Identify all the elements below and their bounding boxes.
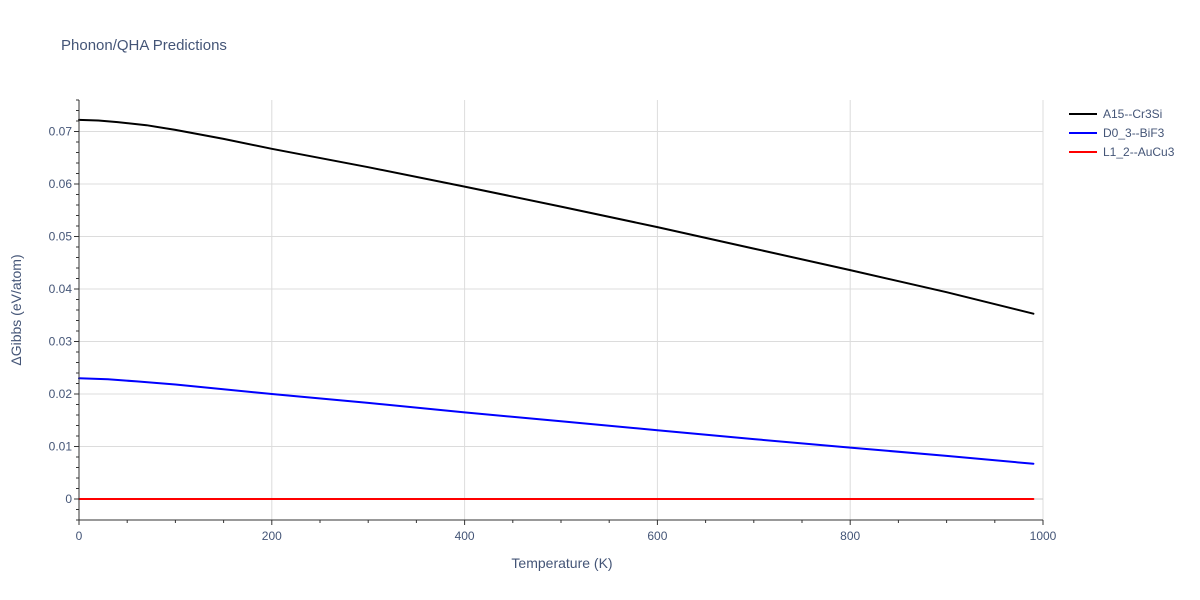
x-tick-label: 600 (647, 529, 667, 543)
legend-label: L1_2--AuCu3 (1103, 145, 1175, 159)
chart-title: Phonon/QHA Predictions (61, 37, 227, 54)
y-axis-title: ΔGibbs (eV/atom) (8, 254, 24, 365)
plot-area (78, 118, 1035, 500)
y-tick-label: 0.06 (49, 177, 73, 191)
y-tick-label: 0.05 (49, 230, 73, 244)
series-line-0 (78, 118, 1035, 315)
y-tick-label: 0.03 (49, 335, 73, 349)
axes: 0 200 400 600 800 1000 0 0.01 0.02 0.03 0.04 0.05 0.… (49, 99, 1057, 543)
legend-label: D0_3--BiF3 (1103, 126, 1165, 140)
x-tick-label: 800 (840, 529, 860, 543)
y-tick-label: 0.02 (49, 387, 73, 401)
x-tick-label: 200 (262, 529, 282, 543)
y-tick-label: 0.07 (49, 125, 73, 139)
grid-lines (79, 100, 1044, 520)
x-axis-title: Temperature (K) (511, 555, 612, 571)
legend: A15--Cr3Si D0_3--BiF3 L1_2--AuCu3 (1069, 107, 1175, 159)
x-tick-label: 400 (455, 529, 475, 543)
x-tick-label: 0 (76, 529, 83, 543)
y-tick-label: 0 (65, 492, 72, 506)
legend-label: A15--Cr3Si (1103, 107, 1162, 121)
series-line-1 (78, 377, 1035, 465)
y-tick-label: 0.04 (49, 282, 73, 296)
y-tick-label: 0.01 (49, 440, 73, 454)
x-tick-label: 1000 (1030, 529, 1057, 543)
